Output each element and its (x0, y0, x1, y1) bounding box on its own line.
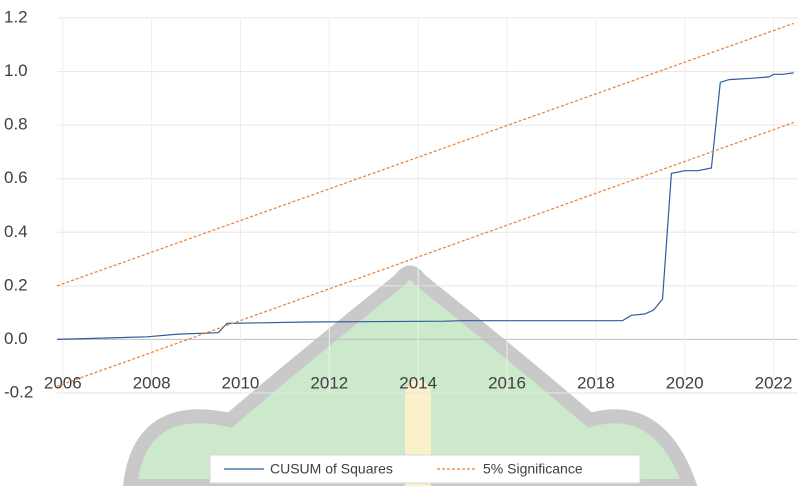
y-tick-label: 1.2 (4, 7, 28, 26)
y-tick-label: 0.6 (4, 168, 28, 187)
legend-label: CUSUM of Squares (270, 461, 393, 477)
y-tick-label: 0.2 (4, 275, 28, 294)
legend-label: 5% Significance (483, 461, 583, 477)
x-tick-label: 2012 (310, 373, 348, 392)
upper-bound (57, 23, 794, 286)
x-tick-label: 2022 (755, 373, 793, 392)
y-tick-label: 0.4 (4, 222, 28, 241)
chart: -0.2 0.0 0.2 0.4 0.6 0.8 1.0 1.2 2006 2008 2010 201… (0, 0, 804, 486)
x-tick-label: 2018 (577, 373, 615, 392)
y-tick-label: 1.0 (4, 61, 28, 80)
x-tick-label: 2014 (399, 373, 437, 392)
y-tick-label: -0.2 (4, 382, 33, 401)
x-tick-label: 2008 (133, 373, 171, 392)
y-tick-label: 0.8 (4, 115, 28, 134)
x-tick-label: 2016 (488, 373, 526, 392)
x-tick-label: 2020 (666, 373, 704, 392)
legend: CUSUM of Squares 5% Significance (210, 455, 640, 483)
x-tick-label: 2006 (44, 373, 82, 392)
x-tick-label: 2010 (222, 373, 260, 392)
y-tick-label: 0.0 (4, 329, 28, 348)
